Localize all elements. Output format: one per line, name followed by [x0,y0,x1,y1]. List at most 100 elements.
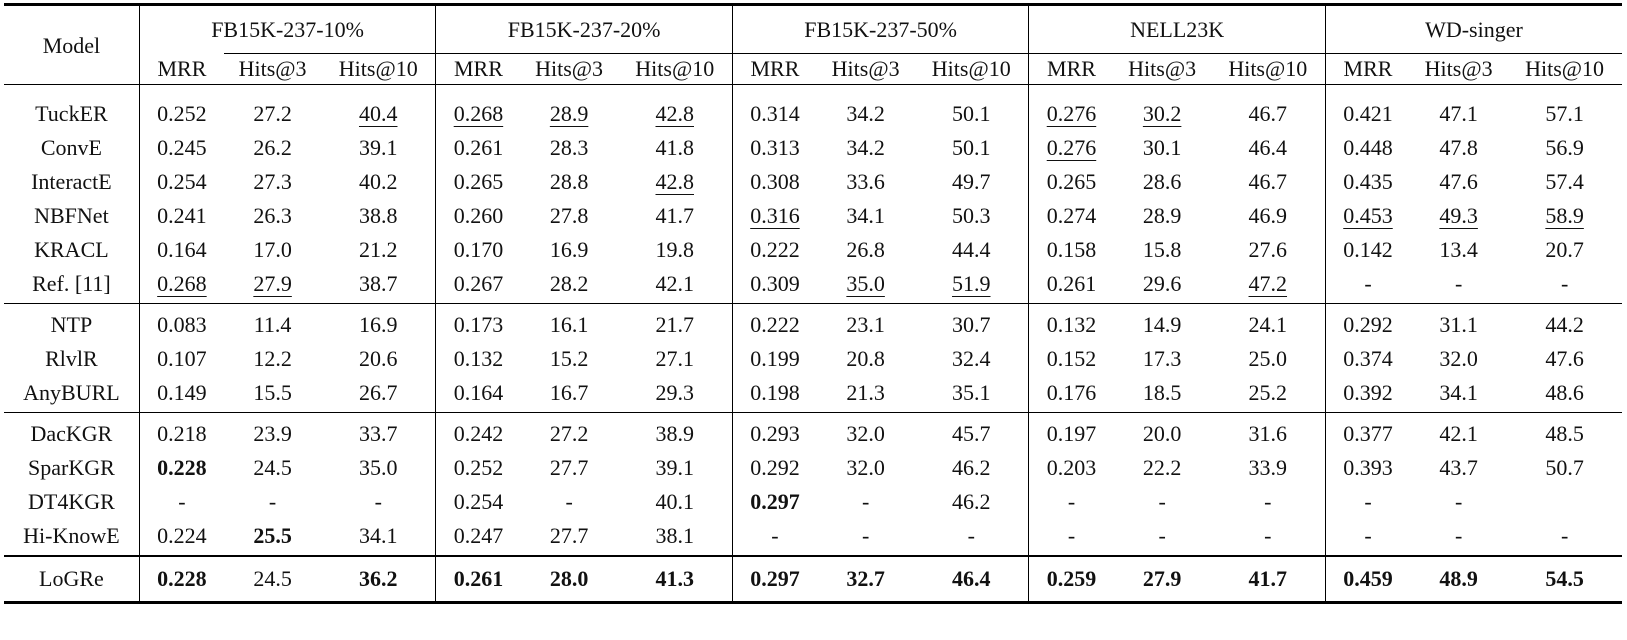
value-text: 48.5 [1545,421,1584,446]
value-text: 20.8 [846,346,885,371]
value-text: 16.7 [549,380,589,405]
value-cell: 13.4 [1410,233,1507,267]
metric-header: MRR [138,53,225,85]
value-text: 0.228 [157,566,207,591]
table-row: DT4KGR - - - 0.254 - 40.1 0.297 - 46.2 - - - - - [4,485,1622,519]
value-cell: 0.261 [435,131,521,165]
value-text: 28.6 [1142,169,1182,194]
value-text: 30.7 [952,312,991,337]
value-text: 57.4 [1545,169,1584,194]
value-cell: 27.1 [618,342,733,376]
value-cell: 46.2 [914,451,1029,485]
value-text: 41.7 [655,203,695,228]
value-text: 0.222 [750,312,800,337]
value-text: 42.8 [655,169,695,194]
value-cell: 38.1 [618,519,733,556]
value-text: - [268,489,277,514]
value-text: 28.3 [549,135,589,160]
value-cell: - [817,485,914,519]
value-cell: 29.3 [618,376,733,413]
value-cell: - [1211,485,1326,519]
value-text: 32.0 [846,455,885,480]
table-row: RlvlR 0.107 12.2 20.6 0.132 15.2 27.1 0.199 20.8… [4,342,1622,376]
value-text: - [1454,271,1463,296]
value-cell: 0.132 [1028,303,1114,342]
value-text: 0.259 [1046,566,1097,591]
table-row: Ref. [11] 0.268 27.9 38.7 0.267 28.2 42.1 0.309… [4,267,1622,304]
value-text: 47.1 [1439,101,1478,126]
value-cell: 48.5 [1507,412,1622,451]
value-cell: 0.276 [1028,84,1114,131]
value-text: - [1264,489,1272,514]
value-cell: 0.292 [731,451,818,485]
value-text: 27.8 [549,203,589,228]
value-text: 34.2 [846,101,885,126]
results-table: Model FB15K-237-10% FB15K-237-20% FB15K-237… [4,3,1622,604]
table-body: TuckER 0.252 27.2 40.4 0.268 28.9 42.8 0.314 34.… [4,84,1622,604]
value-text: 41.8 [655,135,695,160]
value-cell: 23.9 [224,412,322,451]
value-cell: 26.3 [224,199,321,233]
value-text: 28.8 [549,169,589,194]
value-cell: 0.252 [138,84,225,131]
value-text: 40.2 [358,169,398,194]
value-text: 28.9 [549,101,589,126]
dataset-header: FB15K-237-10% [138,4,436,54]
value-text: 0.132 [453,346,504,371]
model-name-cell: Hi-KnowE [23,523,120,548]
value-text: 0.198 [750,380,800,405]
value-cell: 0.245 [138,131,225,165]
table-row: TuckER 0.252 27.2 40.4 0.268 28.9 42.8 0.314 34.… [4,84,1622,131]
value-cell: 0.254 [138,165,225,199]
value-cell: 0.176 [1028,376,1114,413]
value-cell: 17.3 [1114,342,1211,376]
value-cell: 0.107 [138,342,225,376]
value-text: 48.6 [1545,380,1584,405]
value-cell: - [1324,519,1411,556]
value-cell: - [1324,485,1411,519]
metric-header: Hits@3 [520,53,618,85]
value-text: 34.1 [846,203,885,228]
metric-header: MRR [1028,53,1114,85]
value-text: 28.0 [549,566,589,591]
value-cell: 43.7 [1410,451,1507,485]
value-cell: 56.9 [1507,131,1622,165]
value-cell: 0.173 [435,303,521,342]
value-cell: 19.8 [618,233,733,267]
value-text: 36.2 [358,566,398,591]
value-text: 29.6 [1142,271,1182,296]
value-text: 27.2 [253,101,292,126]
value-cell: 27.2 [520,412,618,451]
value-text: 14.9 [1142,312,1182,337]
value-text: 49.7 [952,169,991,194]
table-row: LoGRe 0.228 24.5 36.2 0.261 28.0 41.3 0.297 32.7… [4,555,1622,604]
value-text: 47.2 [1248,271,1288,296]
value-text: 23.1 [846,312,885,337]
value-cell: 0.199 [731,342,818,376]
value-cell: 0.170 [435,233,521,267]
value-text: - [967,523,975,548]
value-cell: 26.7 [321,376,436,413]
value-text: 25.2 [1248,380,1288,405]
value-cell: 46.7 [1211,165,1326,199]
value-cell: 31.1 [1410,303,1508,342]
value-cell: 40.2 [321,165,436,199]
value-cell: - [1324,267,1411,304]
metric-header: Hits@10 [1210,53,1326,85]
value-cell: - [1114,519,1211,556]
value-text: 0.224 [157,523,207,548]
value-text: 0.252 [453,455,504,480]
value-cell: 0.222 [731,233,818,267]
value-cell: 26.8 [817,233,914,267]
value-cell: 0.149 [138,376,225,413]
model-name-cell: KRACL [34,237,109,262]
value-cell: - [138,485,225,519]
value-text: 18.5 [1142,380,1182,405]
value-cell: 0.203 [1028,451,1114,485]
value-cell: 33.7 [321,412,436,451]
value-text: 35.0 [358,455,398,480]
value-cell: 0.254 [435,485,521,519]
value-cell: 0.164 [435,376,521,413]
value-text: 0.316 [750,203,800,228]
model-name-cell: TuckER [35,101,108,126]
